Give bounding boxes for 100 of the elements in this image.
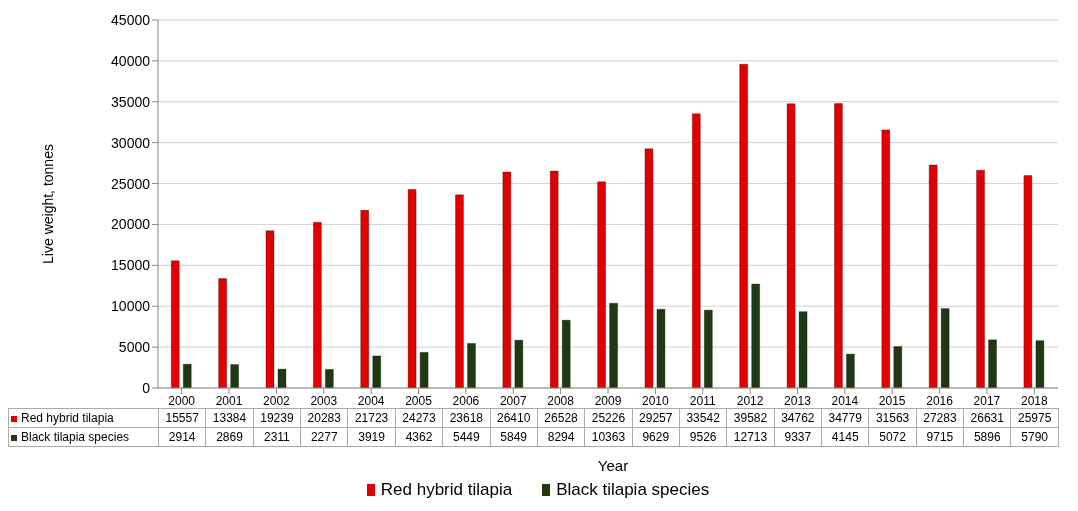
bar [467,343,476,388]
data-label: 39582 [726,408,775,428]
bar [550,170,559,388]
x-tick-label: 2001 [215,393,243,408]
bar [277,368,287,388]
data-label: 9715 [916,427,964,447]
data-label: 2869 [205,427,254,447]
y-tick-label: 40000 [111,52,151,69]
data-label: 25226 [584,408,633,428]
data-label: 5072 [868,427,917,447]
y-tick-label: 45000 [111,11,151,28]
data-label: 26410 [490,408,538,428]
data-label: 31563 [868,408,917,428]
data-label: 2311 [253,427,301,447]
data-label: 33542 [679,408,727,428]
bar [218,278,227,388]
bar [751,283,760,388]
data-label: 19239 [253,408,301,428]
x-tick-label: 2017 [973,393,1001,408]
x-tick-label: 2015 [878,393,906,408]
bar [976,170,985,388]
bar [1035,340,1045,388]
bar [846,353,855,388]
data-label: 23618 [442,408,491,428]
bar [360,210,369,388]
x-tick-label: 2018 [1020,393,1048,408]
x-tick-label: 2005 [405,393,433,408]
data-label: 29257 [632,408,680,428]
bar [265,230,275,388]
bar [325,369,334,388]
data-label: 3919 [347,427,396,447]
x-tick-label: 2004 [357,393,385,408]
data-label: 24273 [395,408,443,428]
x-tick-label: 2008 [547,393,575,408]
bar [597,181,606,388]
bar [834,103,843,388]
x-tick-label: 2013 [784,393,812,408]
bar [739,64,748,388]
bar [455,194,464,388]
y-tick-label: 0 [142,379,151,396]
data-label: 4362 [395,427,443,447]
data-label: 21723 [347,408,396,428]
bar [313,221,322,388]
bar [171,260,180,388]
y-tick-label: 30000 [111,134,151,151]
x-tick-label: 2002 [263,393,291,408]
data-label: 12713 [726,427,775,447]
data-label: 2914 [158,427,206,447]
x-axis-title: Year [596,457,630,474]
data-label: 5849 [490,427,538,447]
bar [941,308,950,388]
y-tick-label: 35000 [111,93,151,110]
data-label: 4145 [821,427,869,447]
bar [562,320,571,388]
x-tick-label: 2003 [310,393,338,408]
data-label: 34762 [774,408,822,428]
y-tick-label: 10000 [111,298,151,315]
data-label: 5449 [442,427,491,447]
y-axis-title: Live weight, tonnes [39,144,56,264]
bar [183,364,192,388]
x-tick-label: 2016 [926,393,954,408]
data-label: 5790 [1010,427,1059,447]
data-label: 25975 [1010,408,1059,428]
y-tick-label: 15000 [111,257,151,274]
data-label: 26631 [963,408,1011,428]
legend-label: Black tilapia species [8,427,159,447]
x-tick-label: 2011 [689,393,716,408]
bar [609,303,618,388]
data-label: 15557 [158,408,206,428]
data-label: 27283 [916,408,964,428]
bar [692,113,701,388]
bar [419,352,429,388]
x-tick-label: 2007 [499,393,527,408]
bar [372,355,381,388]
bar [988,339,997,388]
data-label: 8294 [537,427,585,447]
data-label: 2277 [300,427,348,447]
y-tick-label: 5000 [118,339,151,356]
x-tick-label: 2006 [452,393,480,408]
bar [786,103,796,388]
bar [893,346,902,388]
data-label: 9337 [774,427,822,447]
bar [644,148,654,388]
x-tick-label: 2012 [736,393,764,408]
bar [798,311,808,388]
bar [230,364,239,388]
text: Red hybrid tilapia [380,480,513,499]
data-label: 5896 [963,427,1011,447]
y-tick-label: 25000 [111,175,151,192]
data-label: 9526 [679,427,727,447]
data-label: 9629 [632,427,680,447]
y-tick-label: 20000 [111,216,151,233]
bar [407,189,417,388]
legend-label: Red hybrid tilapia [8,408,159,428]
data-label: 20283 [300,408,348,428]
x-tick-label: 2009 [594,393,622,408]
bar [514,340,523,388]
bar [502,171,511,388]
data-label: 10363 [584,427,633,447]
x-tick-label: 2014 [831,393,859,408]
